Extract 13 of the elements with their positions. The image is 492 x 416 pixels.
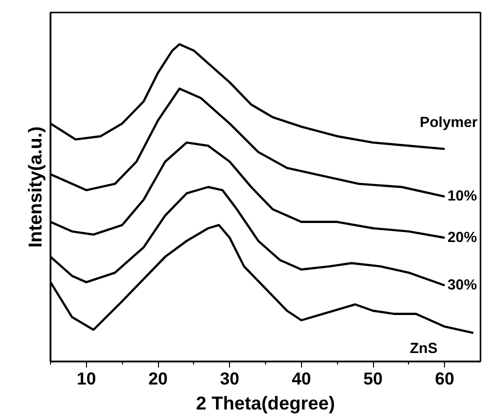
x-tick-label: 60 <box>435 368 454 388</box>
series-label: 10% <box>448 188 477 205</box>
x-tick-label: 10 <box>76 368 96 388</box>
series-label: ZnS <box>410 340 438 357</box>
x-tick-label: 50 <box>363 368 383 388</box>
series-label: 20% <box>448 230 477 246</box>
series-label: Polymer <box>420 114 478 131</box>
x-tick-label: 20 <box>148 368 168 388</box>
series-label: 30% <box>448 277 477 294</box>
y-axis-title: Intensity(a.u.) <box>24 126 46 248</box>
x-axis-title: 2 Theta(degree) <box>196 392 335 414</box>
x-tick-label: 40 <box>292 368 311 388</box>
x-tick-label: 30 <box>220 368 240 388</box>
